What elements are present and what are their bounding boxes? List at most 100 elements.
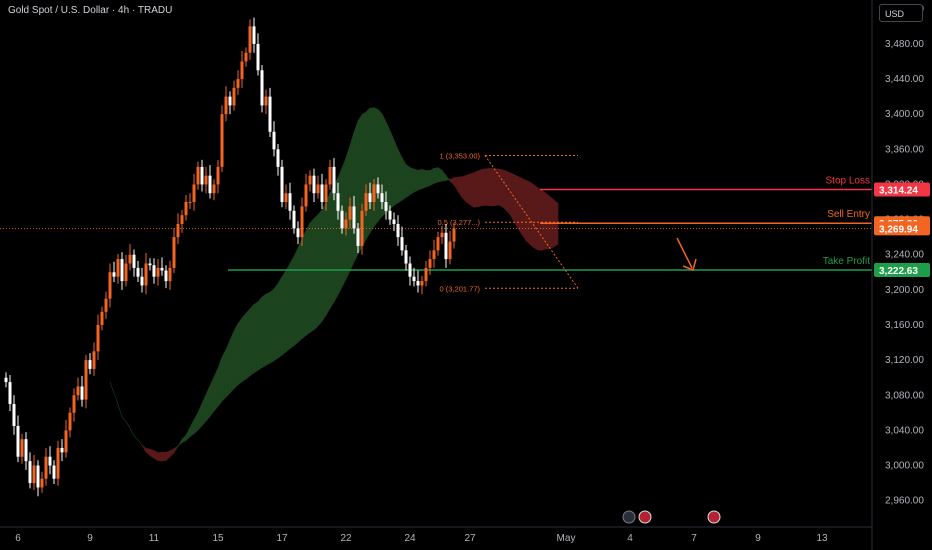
us-flag-icon[interactable]: [707, 510, 721, 524]
price-tag: 3,269.94: [874, 221, 930, 236]
candle-body: [380, 193, 384, 203]
candle-body: [176, 223, 180, 238]
cloud-segment: [457, 176, 463, 199]
candle-body: [168, 267, 172, 282]
candle-body: [24, 439, 28, 462]
candle-body: [428, 259, 432, 268]
cloud-segment: [393, 139, 399, 206]
cloud-segment: [317, 209, 323, 327]
cloud-segment: [337, 168, 343, 295]
x-tick-label: 24: [404, 533, 416, 544]
candle-body: [304, 184, 308, 207]
cloud-segment: [129, 428, 135, 437]
cloud-segment: [153, 450, 159, 462]
candle-body: [252, 26, 256, 44]
cloud-segment: [253, 301, 259, 374]
candle-body: [300, 206, 304, 238]
cloud-segment: [365, 107, 371, 241]
us-flag-icon[interactable]: [638, 510, 652, 524]
candle-body: [444, 232, 448, 260]
cloud-segment: [525, 179, 531, 246]
candle-body: [128, 254, 132, 264]
event-icons[interactable]: [622, 510, 721, 524]
candle-body: [292, 210, 296, 229]
cloud-segment: [113, 392, 119, 405]
candle-body: [412, 276, 416, 282]
cloud-segment: [421, 169, 427, 189]
candle-body: [396, 223, 400, 238]
cloud-segment: [349, 132, 355, 271]
lightning-icon[interactable]: [622, 510, 636, 524]
candle-body: [164, 270, 168, 282]
cloud-segment: [545, 192, 551, 250]
cloud-segment: [281, 269, 287, 356]
cloud-segment: [325, 192, 331, 317]
candle-body: [20, 439, 24, 457]
cloud-segment: [401, 156, 407, 201]
cloud-segment: [177, 438, 183, 448]
cloud-segment: [309, 217, 315, 333]
candle-body: [148, 263, 152, 266]
cloud-segment: [529, 181, 535, 249]
cloud-segment: [121, 417, 127, 422]
candle-body: [408, 263, 412, 277]
candle-body: [288, 193, 292, 211]
candle-body: [376, 184, 380, 194]
y-tick-label: 3,240.00: [885, 250, 924, 261]
cloud-segment: [141, 444, 147, 454]
cloud-segment: [181, 434, 187, 444]
candle-body: [84, 360, 88, 400]
time-axis[interactable]: 6 9 11 15 17 22 24 27 May 4 7 9 13: [15, 533, 828, 544]
fib-level-label: 0.5 (3,277...): [437, 218, 480, 227]
cloud-segment: [305, 222, 311, 337]
trade-level-label: Stop Loss: [826, 176, 870, 187]
cloud-segment: [313, 213, 319, 331]
cloud-segment: [445, 174, 451, 182]
cloud-segment: [257, 296, 263, 371]
cloud-segment: [133, 435, 139, 440]
cloud-segment: [417, 169, 423, 191]
chart-title: Gold Spot / U.S. Dollar · 4h · TRADU: [8, 5, 173, 16]
currency-selector[interactable]: USD: [879, 4, 923, 22]
cloud-segment: [297, 238, 303, 343]
cloud-segment: [321, 202, 327, 323]
down-arrow-icon: [676, 237, 697, 272]
candle-body: [52, 465, 56, 479]
candle-body: [180, 215, 184, 224]
candle-body: [352, 206, 356, 229]
cloud-segment: [469, 172, 475, 208]
candle-body: [100, 311, 104, 325]
candle-body: [40, 478, 44, 488]
cloud-segment: [437, 167, 443, 183]
candle-body: [124, 263, 128, 282]
candle-body: [160, 267, 164, 271]
cloud-segment: [213, 368, 219, 412]
cloud-segment: [441, 169, 447, 182]
cloud-segment: [261, 293, 267, 369]
candle-body: [324, 184, 328, 203]
candle-body: [268, 96, 272, 132]
candle-body: [276, 149, 280, 167]
price-axis[interactable]: 2,960.00 3,000.00 3,040.00 3,080.00 3,120.00…: [885, 4, 924, 507]
cloud-segment: [185, 427, 191, 442]
cloud-segment: [201, 394, 207, 427]
cloud-segment: [477, 168, 483, 208]
candle-body: [4, 377, 8, 383]
candlesticks: [4, 17, 456, 497]
cloud-segment: [241, 312, 247, 383]
cloud-segment: [373, 107, 379, 228]
candle-body: [112, 272, 116, 277]
fib-level-label: 0 (3,201.77): [440, 284, 481, 293]
candle-body: [140, 276, 144, 286]
candle-body: [200, 166, 204, 185]
candle-body: [272, 131, 276, 150]
candle-body: [220, 114, 224, 167]
candle-body: [192, 184, 196, 203]
fib-level-label: 1 (3,353.00): [440, 151, 481, 160]
cloud-segment: [489, 168, 495, 207]
cloud-segment: [209, 376, 215, 418]
cloud-segment: [533, 184, 539, 251]
cloud-segment: [193, 411, 199, 435]
y-tick-label: 3,480.00: [885, 39, 924, 50]
